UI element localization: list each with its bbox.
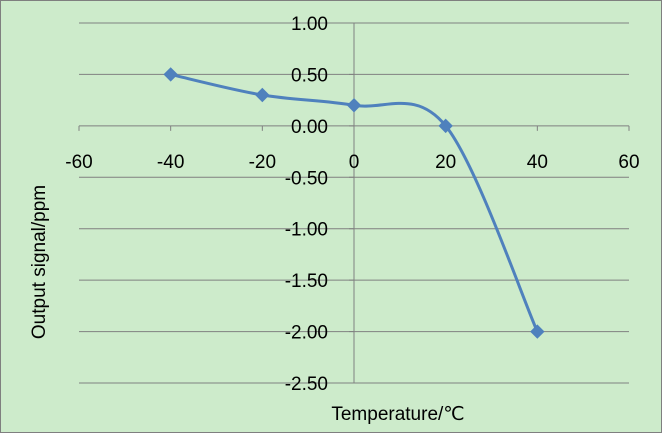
x-tick-label: 0 (349, 152, 360, 173)
y-tick-label: 0.00 (291, 117, 328, 138)
y-tick-label: -2.50 (285, 374, 328, 395)
x-axis-title: Temperature/℃ (331, 404, 464, 425)
y-tick-label: 1.00 (291, 14, 328, 35)
data-point-marker (438, 118, 453, 134)
series-layer (169, 72, 539, 334)
y-tick-label: -0.50 (285, 168, 328, 189)
data-point-marker (163, 67, 178, 82)
y-axis-title: Output signal/ppm (29, 185, 50, 339)
markers-layer (163, 67, 545, 339)
x-tick-labels: -60 -40 -20 0 20 40 60 (65, 152, 639, 173)
y-tick-labels: 1.00 0.50 0.00 -0.50 -1.00 -1.50 -2.00 -2.50 (285, 14, 328, 395)
y-tick-label: -1.00 (285, 220, 328, 241)
y-tick-label: -2.00 (285, 323, 328, 344)
x-tick-label: -60 (65, 152, 92, 173)
y-tick-label: 0.50 (291, 65, 328, 86)
x-tick-label: 20 (435, 152, 456, 173)
x-tick-label: 60 (618, 152, 639, 173)
series-line (169, 72, 539, 334)
y-tick-label: -1.50 (285, 271, 328, 292)
x-tick-label: -40 (157, 152, 184, 173)
data-point-marker (346, 98, 362, 113)
data-point-marker (530, 324, 545, 339)
x-tick-label: 40 (527, 152, 548, 173)
x-tick-label: -20 (249, 152, 276, 173)
data-point-marker (255, 87, 270, 103)
